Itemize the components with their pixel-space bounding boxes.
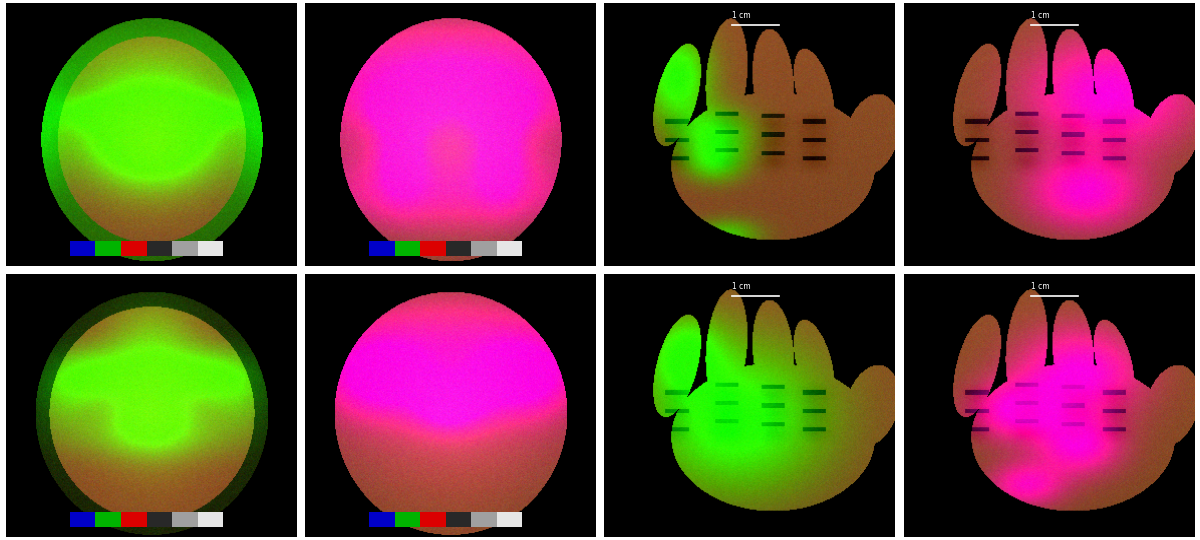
Bar	[70, 241, 96, 255]
Bar	[96, 512, 121, 526]
Bar	[172, 241, 198, 255]
Bar	[420, 241, 445, 255]
Text: (A): (A)	[12, 9, 40, 28]
Bar	[497, 512, 522, 526]
Bar	[497, 241, 522, 255]
Bar	[395, 241, 420, 255]
Text: (H): (H)	[910, 281, 938, 299]
Text: (C): (C)	[610, 9, 637, 28]
Bar	[198, 241, 223, 255]
Text: 1 cm: 1 cm	[1031, 282, 1050, 291]
Text: 1 cm: 1 cm	[1031, 11, 1050, 20]
Text: (E): (E)	[12, 281, 38, 299]
Bar	[96, 241, 121, 255]
Text: 1 cm: 1 cm	[732, 282, 751, 291]
Bar	[146, 241, 172, 255]
Bar	[370, 512, 395, 526]
Bar	[146, 512, 172, 526]
Bar	[70, 512, 96, 526]
Bar	[121, 512, 146, 526]
Bar	[370, 241, 395, 255]
Bar	[420, 512, 445, 526]
Bar	[445, 241, 472, 255]
Bar	[472, 241, 497, 255]
Bar	[172, 512, 198, 526]
Bar	[121, 241, 146, 255]
Bar	[445, 512, 472, 526]
Text: (F): (F)	[311, 281, 337, 299]
Bar	[395, 512, 420, 526]
Bar	[198, 512, 223, 526]
Text: (B): (B)	[311, 9, 338, 28]
Bar	[472, 512, 497, 526]
Text: 1 cm: 1 cm	[732, 11, 751, 20]
Text: (D): (D)	[910, 9, 938, 28]
Text: (G): (G)	[610, 281, 638, 299]
